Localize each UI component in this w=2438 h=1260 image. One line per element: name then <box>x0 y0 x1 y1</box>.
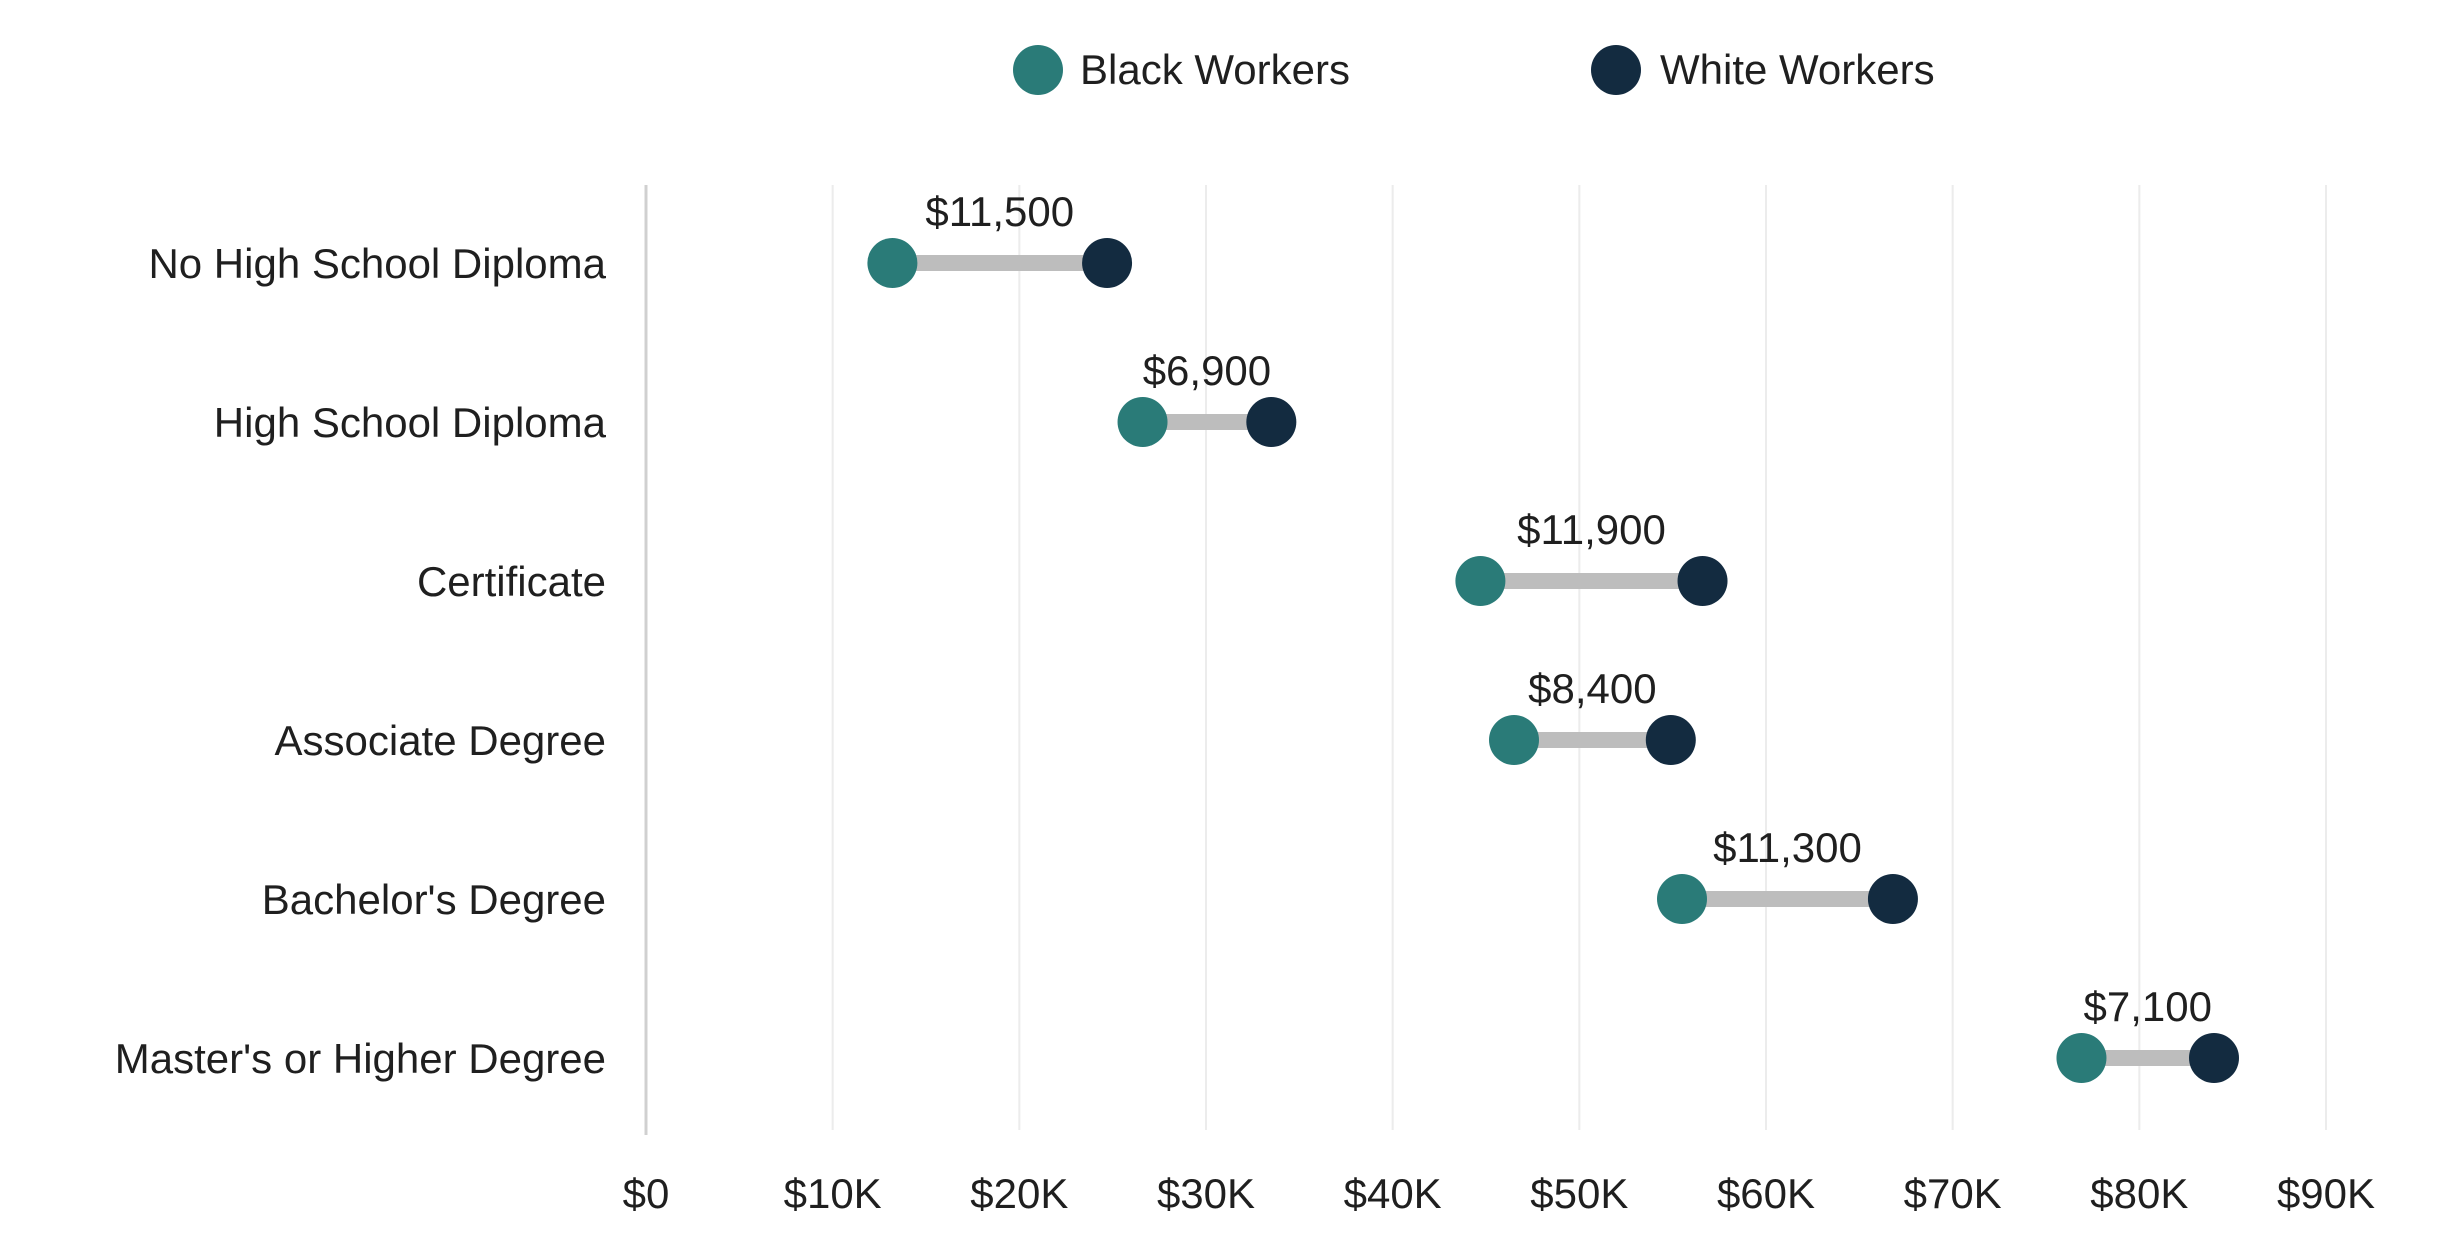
gap-value-label: $11,500 <box>925 188 1074 235</box>
legend-item-black-workers: Black Workers <box>1013 45 1350 95</box>
chart-rows: No High School Diploma $11,500 High School… <box>115 188 2239 1083</box>
legend: Black Workers White Workers <box>1013 45 1935 95</box>
x-tick-label: $50K <box>1530 1170 1628 1217</box>
black-workers-point <box>867 238 918 288</box>
category-label: Master's or Higher Degree <box>115 1035 606 1082</box>
x-tick-label: $90K <box>2277 1170 2375 1217</box>
x-tick-label: $80K <box>2090 1170 2188 1217</box>
black-workers-point <box>1117 397 1168 447</box>
white-workers-point <box>1645 715 1696 765</box>
black-workers-point <box>2056 1033 2107 1083</box>
category-label: Certificate <box>417 558 606 605</box>
white-workers-point <box>2189 1033 2239 1083</box>
white-workers-point <box>1677 556 1728 606</box>
black-workers-point <box>1657 874 1707 924</box>
x-tick-label: $40K <box>1344 1170 1442 1217</box>
legend-label: White Workers <box>1660 46 1935 93</box>
category-label: No High School Diploma <box>148 240 606 287</box>
category-label: Bachelor's Degree <box>262 876 606 923</box>
x-tick-label: $20K <box>970 1170 1068 1217</box>
chart-row: Associate Degree $8,400 <box>274 665 1696 765</box>
x-tick-label: $0 <box>623 1170 670 1217</box>
gap-value-label: $6,900 <box>1143 347 1271 394</box>
category-label: Associate Degree <box>274 717 606 764</box>
gap-value-label: $7,100 <box>2083 983 2211 1030</box>
chart-row: Bachelor's Degree $11,300 <box>262 824 1918 924</box>
x-tick-label: $30K <box>1157 1170 1255 1217</box>
chart-row: High School Diploma $6,900 <box>214 347 1297 447</box>
black-workers-point <box>1455 556 1506 606</box>
x-tick-label: $10K <box>784 1170 882 1217</box>
legend-marker <box>1013 45 1063 95</box>
gridlines <box>831 185 2327 1130</box>
x-axis-ticks: $0 $10K $20K $30K $40K $50K $60K $70K $80K $90K <box>623 1170 2375 1217</box>
gap-value-label: $8,400 <box>1528 665 1656 712</box>
chart-row: Master's or Higher Degree $7,100 <box>115 983 2239 1083</box>
black-workers-point <box>1489 715 1539 765</box>
gap-value-label: $11,900 <box>1517 506 1666 553</box>
legend-item-white-workers: White Workers <box>1591 45 1935 95</box>
x-tick-label: $60K <box>1717 1170 1815 1217</box>
legend-marker <box>1591 45 1641 95</box>
gap-value-label: $11,300 <box>1713 824 1862 871</box>
white-workers-point <box>1867 874 1918 924</box>
legend-label: Black Workers <box>1080 46 1350 93</box>
x-tick-label: $70K <box>1904 1170 2002 1217</box>
white-workers-point <box>1082 238 1133 288</box>
white-workers-point <box>1246 397 1297 447</box>
chart-row: Certificate $11,900 <box>417 506 1728 606</box>
category-label: High School Diploma <box>214 399 607 446</box>
chart-row: No High School Diploma $11,500 <box>148 188 1133 288</box>
